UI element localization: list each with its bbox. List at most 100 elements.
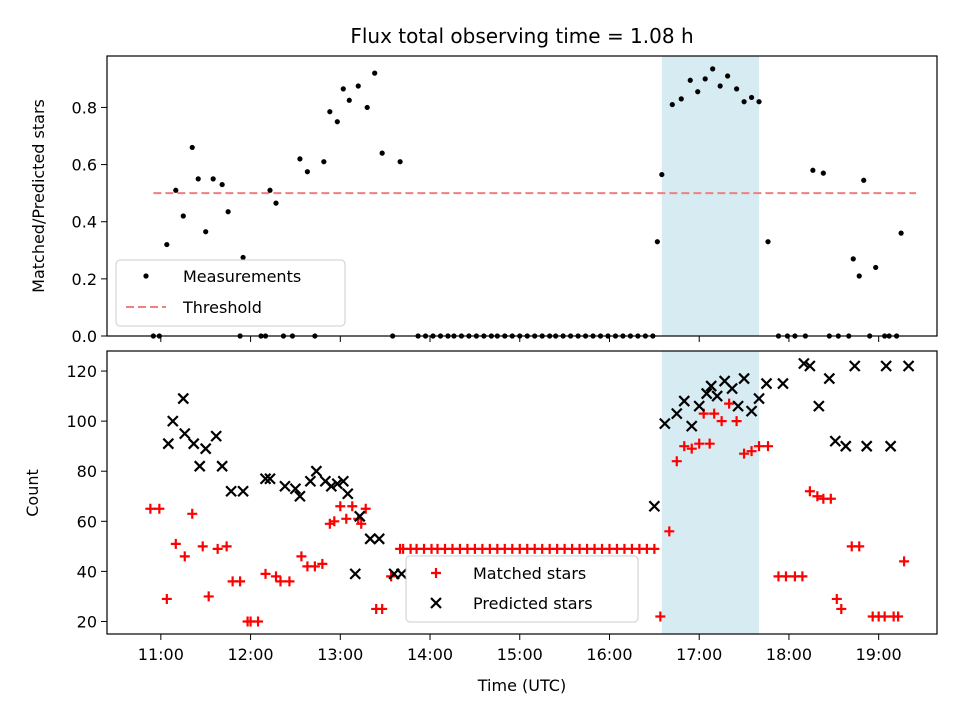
matched-point	[284, 576, 295, 587]
measurement-point	[195, 176, 201, 182]
predicted-point	[210, 430, 222, 442]
measurement-point	[873, 264, 879, 271]
measurement-point	[702, 76, 708, 82]
matched-point	[377, 603, 388, 614]
measurement-point	[164, 241, 170, 248]
matched-point	[731, 416, 742, 427]
matched-point	[836, 603, 847, 614]
measurement-point	[364, 104, 370, 111]
predicted-point	[848, 360, 861, 372]
top-x-ticks	[160, 336, 880, 342]
predicted-point	[395, 568, 408, 580]
predicted-point	[349, 568, 362, 580]
predicted-point	[839, 440, 852, 452]
y-tick-label: 60	[77, 512, 97, 531]
series-predicted-stars	[162, 357, 915, 580]
matched-point	[221, 541, 232, 552]
bottom-y-ticks: 20 40 60 80 100 120	[66, 362, 107, 631]
matched-point	[329, 516, 340, 527]
predicted-point	[294, 490, 306, 503]
predicted-point	[829, 435, 842, 447]
predicted-point	[777, 377, 789, 390]
measurement-point	[669, 101, 675, 108]
predicted-point	[325, 480, 338, 493]
predicted-point	[693, 400, 705, 412]
measurement-point	[850, 256, 856, 262]
bottom-legend: Matched stars Predicted stars	[405, 555, 639, 623]
top-y-axis-label: Matched/Predicted stars	[29, 99, 48, 293]
bottom-y-axis-label: Count	[23, 469, 42, 517]
matched-point	[161, 593, 172, 604]
measurement-point	[273, 200, 279, 206]
predicted-point	[732, 400, 744, 412]
measurement-point	[856, 273, 862, 279]
predicted-point	[685, 420, 698, 432]
matched-point	[899, 556, 910, 567]
measurement-point	[372, 70, 378, 76]
predicted-point	[167, 415, 179, 427]
matched-point	[671, 456, 682, 467]
measurement-point	[725, 73, 731, 79]
measurement-point	[654, 239, 660, 245]
matched-point	[825, 493, 836, 504]
matched-point	[893, 611, 904, 622]
matched-point	[360, 503, 371, 514]
predicted-point	[237, 485, 249, 498]
measurement-point	[180, 213, 186, 219]
matched-point	[879, 611, 890, 622]
predicted-point	[304, 475, 317, 488]
predicted-point	[823, 372, 836, 385]
top-data-marks	[150, 66, 917, 339]
measurement-point	[810, 167, 816, 173]
measurement-point	[346, 97, 352, 103]
x-tick-label: 15:00	[497, 645, 543, 664]
legend-measurements-label: Measurements	[183, 267, 301, 286]
predicted-point	[264, 472, 276, 485]
matched-point	[203, 591, 214, 602]
matched-point	[709, 408, 720, 419]
matched-point	[309, 561, 320, 572]
legend-matched-label: Matched stars	[473, 564, 586, 583]
matched-point	[347, 501, 358, 512]
predicted-point	[289, 482, 302, 495]
y-tick-label: 0.6	[72, 156, 97, 175]
measurement-point	[687, 77, 693, 83]
measurement-point	[734, 86, 740, 92]
predicted-point	[187, 437, 200, 450]
predicted-point	[373, 533, 385, 545]
measurement-point	[741, 99, 747, 105]
y-tick-label: 0.8	[72, 98, 97, 117]
matched-point	[664, 526, 675, 537]
legend-measurement-marker	[143, 273, 149, 279]
x-axis-label: Time (UTC)	[477, 676, 566, 695]
bottom-axes-frame	[106, 350, 938, 635]
predicted-point	[178, 427, 191, 440]
predicted-point	[364, 533, 376, 545]
y-tick-label: 100	[66, 412, 97, 431]
predicted-point	[860, 440, 873, 452]
matched-point	[812, 491, 823, 502]
matched-point	[197, 541, 208, 552]
matched-point	[854, 541, 865, 552]
measurement-point	[898, 230, 904, 236]
measurement-point	[340, 86, 346, 92]
chart-title: Flux total observing time = 1.08 h	[350, 24, 693, 48]
matched-point	[341, 513, 352, 524]
predicted-point	[162, 437, 175, 450]
top-highlight-span	[661, 56, 760, 336]
predicted-point	[753, 392, 765, 405]
matched-point	[154, 503, 165, 514]
matched-point	[317, 558, 328, 569]
predicted-point	[705, 380, 717, 392]
top-y-ticks: 0.0 0.2 0.4 0.6 0.8	[72, 98, 107, 346]
matched-point	[275, 576, 286, 587]
measurement-point	[379, 150, 385, 156]
predicted-point	[745, 405, 758, 417]
y-tick-label: 40	[77, 562, 97, 581]
legend-box	[115, 259, 346, 327]
bottom-data-marks	[145, 357, 915, 627]
matched-point	[716, 416, 727, 427]
predicted-point	[216, 460, 228, 472]
